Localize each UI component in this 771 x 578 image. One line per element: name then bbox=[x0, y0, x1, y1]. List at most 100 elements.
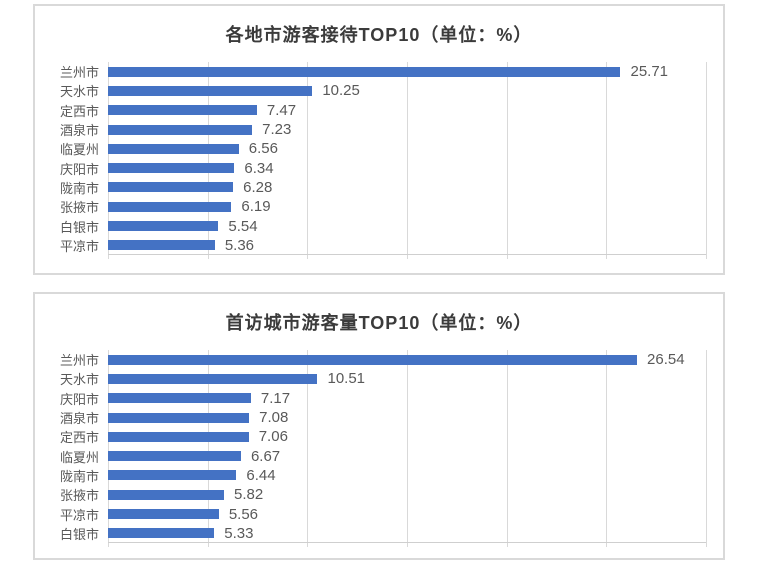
bar-row: 5.54 bbox=[108, 216, 706, 235]
value-label: 25.71 bbox=[630, 63, 669, 81]
bar bbox=[108, 528, 215, 539]
bar bbox=[108, 66, 621, 77]
value-label: 7.23 bbox=[262, 121, 292, 139]
category-label: 临夏州 bbox=[59, 449, 99, 465]
gridline bbox=[207, 350, 209, 547]
category-label: 白银市 bbox=[59, 526, 99, 542]
value-label: 5.56 bbox=[228, 505, 259, 523]
value-label: 7.47 bbox=[266, 101, 297, 119]
value-label: 5.33 bbox=[224, 524, 254, 542]
category-label: 陇南市 bbox=[59, 180, 99, 196]
value-label: 6.34 bbox=[244, 159, 274, 177]
gridline bbox=[307, 350, 309, 547]
gridline bbox=[108, 350, 109, 547]
bar-row: 5.33 bbox=[108, 524, 706, 543]
bar-row: 6.67 bbox=[108, 446, 706, 465]
category-label: 酒泉市 bbox=[59, 411, 99, 427]
category-label: 平凉市 bbox=[59, 238, 99, 254]
bar-row: 6.34 bbox=[108, 158, 706, 177]
bar-row: 6.19 bbox=[108, 197, 706, 216]
gridline bbox=[506, 350, 508, 547]
bar-rows: 25.71 10.25 7.47 7.23 6.56 6.34 6.28 6.19 5.54 5.… bbox=[108, 62, 706, 255]
value-label: 10.25 bbox=[322, 82, 360, 100]
bar bbox=[108, 85, 313, 96]
chart-body: 兰州市天水市庆阳市酒泉市定西市临夏州陇南市张掖市平凉市白银市 26.54 10.5… bbox=[47, 350, 707, 547]
gridlines bbox=[108, 62, 707, 259]
bar-row: 5.36 bbox=[108, 236, 706, 255]
bar bbox=[108, 354, 638, 365]
value-label: 6.67 bbox=[250, 447, 281, 465]
x-axis-line bbox=[108, 542, 706, 543]
value-label: 10.51 bbox=[327, 370, 366, 388]
gridline bbox=[108, 62, 109, 259]
gridline bbox=[506, 62, 508, 259]
category-label: 临夏州 bbox=[59, 142, 99, 158]
gridline bbox=[606, 62, 608, 259]
category-axis: 兰州市天水市庆阳市酒泉市定西市临夏州陇南市张掖市平凉市白银市 bbox=[47, 350, 108, 543]
bar-row: 26.54 bbox=[108, 350, 706, 369]
category-label: 兰州市 bbox=[59, 353, 99, 369]
value-label: 7.17 bbox=[260, 389, 291, 407]
bar bbox=[108, 393, 251, 404]
gridline bbox=[706, 62, 707, 259]
bar-row: 6.56 bbox=[108, 139, 706, 158]
bar-row: 7.06 bbox=[108, 427, 706, 446]
bar bbox=[108, 489, 224, 500]
bar-row: 5.56 bbox=[108, 504, 706, 523]
category-label: 天水市 bbox=[59, 84, 99, 100]
category-label: 天水市 bbox=[59, 372, 99, 388]
gridline bbox=[407, 62, 408, 259]
bar bbox=[108, 373, 318, 384]
category-label: 酒泉市 bbox=[59, 123, 99, 139]
bar bbox=[108, 124, 253, 135]
category-label: 张掖市 bbox=[59, 488, 99, 504]
value-label: 5.82 bbox=[234, 486, 264, 504]
bar-rows: 26.54 10.51 7.17 7.08 7.06 6.67 6.44 5.82 5.56 5.… bbox=[108, 350, 706, 543]
bar-row: 10.51 bbox=[108, 369, 706, 388]
bar-row: 5.82 bbox=[108, 485, 706, 504]
bar bbox=[108, 451, 241, 462]
chart-title: 首访城市游客量TOP10（单位：%） bbox=[225, 313, 533, 333]
category-label: 定西市 bbox=[59, 103, 99, 119]
value-label: 26.54 bbox=[647, 351, 685, 369]
x-axis-line bbox=[108, 254, 706, 255]
bar-row: 7.17 bbox=[108, 389, 706, 408]
category-label: 白银市 bbox=[59, 219, 99, 235]
bar bbox=[108, 431, 249, 442]
gridline bbox=[407, 350, 408, 547]
bar bbox=[108, 201, 232, 212]
category-label: 庆阳市 bbox=[59, 161, 99, 177]
value-label: 6.44 bbox=[246, 466, 276, 484]
category-axis: 兰州市 天水市 定西市 酒泉市 临夏州 庆阳市 陇南市 张掖市 白银市 平凉市 bbox=[47, 62, 108, 255]
category-label: 庆阳市 bbox=[59, 391, 99, 407]
bar-row: 25.71 bbox=[108, 62, 706, 81]
bar-row: 6.28 bbox=[108, 178, 706, 197]
gridline bbox=[207, 62, 209, 259]
bar bbox=[108, 240, 215, 251]
value-label: 6.19 bbox=[241, 198, 271, 216]
bar-row: 10.25 bbox=[108, 81, 706, 100]
gridline bbox=[606, 350, 608, 547]
bar bbox=[108, 412, 250, 423]
value-label: 5.36 bbox=[224, 236, 255, 254]
value-label: 5.54 bbox=[228, 217, 258, 235]
bar-row: 7.47 bbox=[108, 101, 706, 120]
first-visit-top10-chart-panel: 首访城市游客量TOP10（单位：%） 兰州市天水市庆阳市酒泉市定西市临夏州陇南市… bbox=[33, 292, 725, 560]
bar-row: 6.44 bbox=[108, 466, 706, 485]
category-label: 定西市 bbox=[59, 430, 99, 446]
value-label: 6.28 bbox=[243, 178, 273, 196]
chart-body: 兰州市 天水市 定西市 酒泉市 临夏州 庆阳市 陇南市 张掖市 白银市 平凉市 25.71 10.2… bbox=[47, 62, 707, 259]
category-label: 陇南市 bbox=[59, 468, 99, 484]
gridlines bbox=[108, 350, 707, 547]
gridline bbox=[307, 62, 309, 259]
value-label: 7.06 bbox=[258, 428, 288, 446]
value-label: 7.08 bbox=[259, 409, 289, 427]
chart-title: 各地市游客接待TOP10（单位：%） bbox=[225, 25, 533, 45]
bar-row: 7.08 bbox=[108, 408, 706, 427]
bar bbox=[108, 470, 237, 481]
bar bbox=[108, 163, 235, 174]
category-label: 平凉市 bbox=[59, 507, 99, 523]
category-label: 张掖市 bbox=[59, 200, 99, 216]
bar-row: 7.23 bbox=[108, 120, 706, 139]
